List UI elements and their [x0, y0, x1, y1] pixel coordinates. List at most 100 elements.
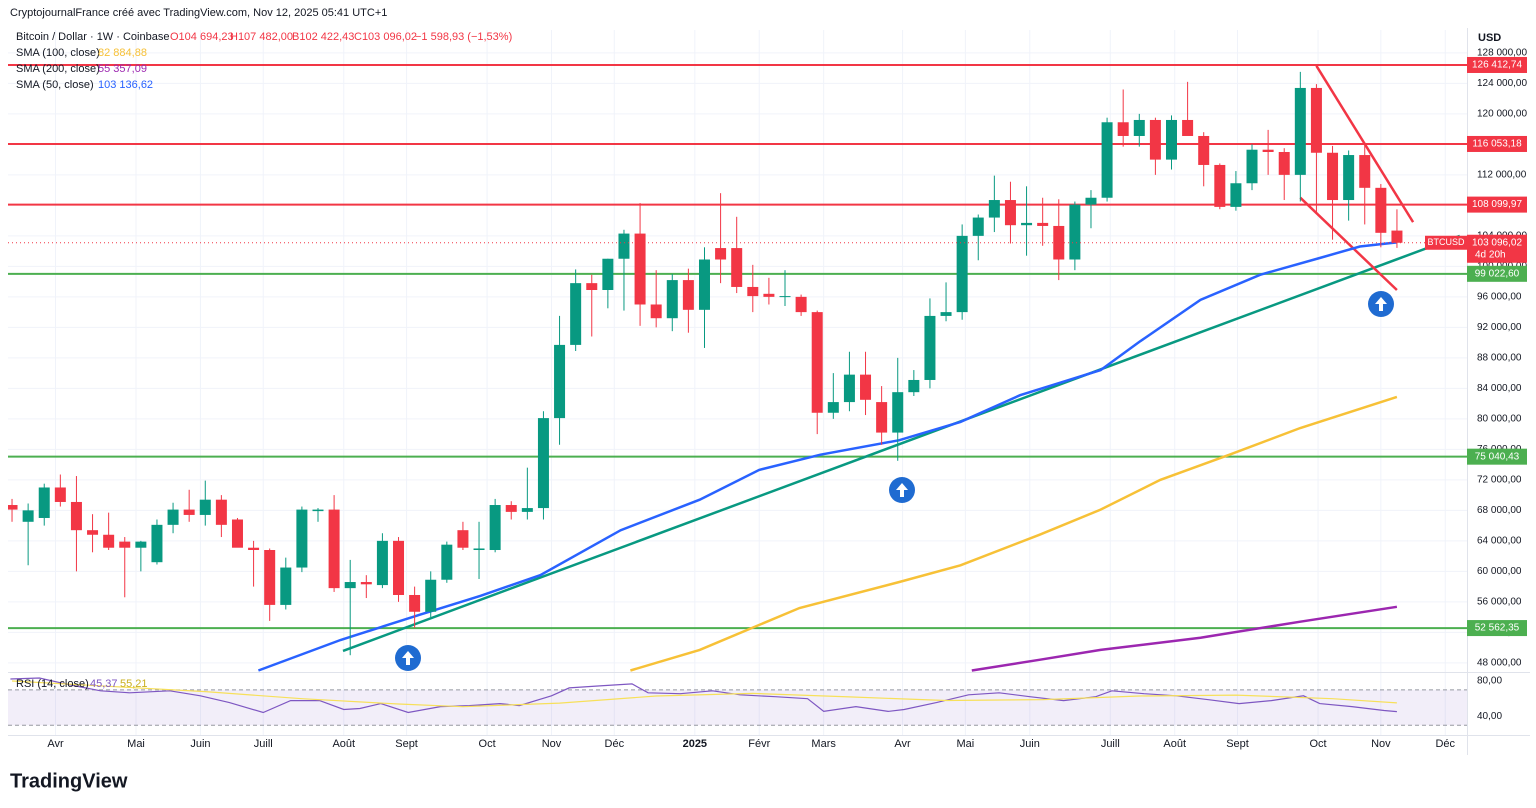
candle-body	[344, 582, 356, 589]
candle-body	[763, 293, 775, 297]
y-tick-label: 96 000,00	[1477, 292, 1522, 303]
candle	[1037, 197, 1049, 246]
candle	[151, 519, 163, 565]
candle	[70, 476, 82, 572]
candle	[1021, 186, 1033, 256]
y-tick-label: 68 000,00	[1477, 505, 1522, 516]
y-tick-label: 72 000,00	[1477, 474, 1522, 485]
candle	[505, 501, 517, 520]
candle	[602, 258, 614, 309]
candle-body	[489, 505, 501, 551]
candle	[860, 351, 872, 416]
rsi-tick-label: 40,00	[1477, 711, 1502, 722]
sma-legend-value: 103 136,62	[98, 79, 153, 91]
candle-body	[1053, 225, 1065, 260]
symbol-tag-bg	[1425, 235, 1467, 250]
candle	[908, 370, 920, 396]
x-tick-label: Sept	[395, 738, 418, 750]
candle	[956, 224, 968, 320]
candle	[779, 270, 791, 307]
symbol-title: Bitcoin / Dollar · 1W · Coinbase	[16, 31, 169, 43]
candle	[795, 294, 807, 316]
candle-body	[731, 248, 743, 287]
candle-body	[1004, 200, 1016, 226]
candle-body	[8, 505, 18, 510]
y-tick-label: 60 000,00	[1477, 566, 1522, 577]
candle	[715, 193, 727, 284]
candle-body	[988, 200, 1000, 218]
candle-body	[199, 499, 211, 515]
candle	[1375, 184, 1387, 248]
candle-body	[1101, 122, 1113, 198]
candle	[199, 480, 211, 526]
candle	[376, 533, 388, 589]
candle	[924, 298, 936, 389]
candle-body	[860, 374, 872, 400]
candle-body	[393, 540, 405, 595]
candle-body	[409, 594, 421, 612]
candle	[1182, 81, 1194, 136]
candle	[972, 214, 984, 261]
up-arrow-icon	[889, 477, 915, 503]
y-tick-label: 128 000,00	[1477, 48, 1527, 59]
candle	[1230, 171, 1242, 211]
candle	[1278, 148, 1290, 201]
candle-body	[956, 235, 968, 313]
candle-body	[924, 315, 936, 380]
candle-body	[1343, 155, 1355, 201]
candle-body	[650, 304, 662, 319]
candle	[586, 274, 598, 337]
y-tick-label: 48 000,00	[1477, 657, 1522, 668]
candle-body	[264, 550, 276, 605]
candle	[183, 489, 195, 522]
candle-body	[1310, 87, 1322, 153]
candle	[1262, 129, 1274, 175]
axes: Avr Mai Juin Juill Août Sept Oct Nov Déc 2025 Févr…	[47, 48, 1527, 750]
y-tick-label: 120 000,00	[1477, 109, 1527, 120]
candle-body	[38, 487, 50, 518]
candle-body	[87, 530, 99, 535]
candle-body	[843, 374, 855, 403]
candle-body	[586, 283, 598, 291]
candle	[1359, 144, 1371, 225]
candle-body	[1359, 155, 1371, 188]
x-tick-label: Déc	[605, 738, 625, 750]
candle	[135, 540, 147, 572]
candle-body	[312, 509, 324, 512]
candle	[650, 270, 662, 328]
level-label-bg	[1467, 196, 1527, 213]
candle	[1343, 150, 1355, 221]
candle-body	[747, 286, 759, 297]
candle-body	[473, 548, 485, 551]
candle	[1214, 163, 1226, 210]
sma-legend-name: SMA (100, close)	[16, 47, 100, 59]
level-label-bg	[1467, 56, 1527, 73]
legend: Bitcoin / Dollar · 1W · Coinbase O104 69…	[16, 31, 1501, 690]
ohlc-low: B102 422,43	[292, 31, 354, 43]
y-tick-label: 80 000,00	[1477, 414, 1522, 425]
candle-body	[1214, 164, 1226, 207]
rsi-line	[11, 680, 1397, 708]
candle	[1133, 113, 1145, 147]
ohlc-close: C103 096,02	[354, 31, 417, 43]
candle-body	[103, 534, 115, 548]
candle	[312, 508, 324, 522]
candle-body	[1230, 183, 1242, 207]
candle	[344, 559, 356, 656]
candle	[248, 540, 260, 587]
candle-body	[248, 547, 260, 551]
ohlc-high: H107 482,00	[230, 31, 293, 43]
trendline	[342, 234, 1461, 653]
x-tick-label: Août	[332, 738, 355, 750]
grid	[8, 30, 1467, 735]
candle	[1246, 144, 1258, 191]
candle	[1165, 115, 1177, 170]
x-tick-label: Oct	[1309, 738, 1326, 750]
candle	[8, 498, 18, 522]
sma-legend-name: SMA (50, close)	[16, 79, 94, 91]
candle	[892, 357, 904, 461]
candle-body	[70, 501, 82, 531]
level-label-bg	[1467, 135, 1527, 152]
signal-arrows	[395, 291, 1394, 671]
candle	[38, 483, 50, 526]
